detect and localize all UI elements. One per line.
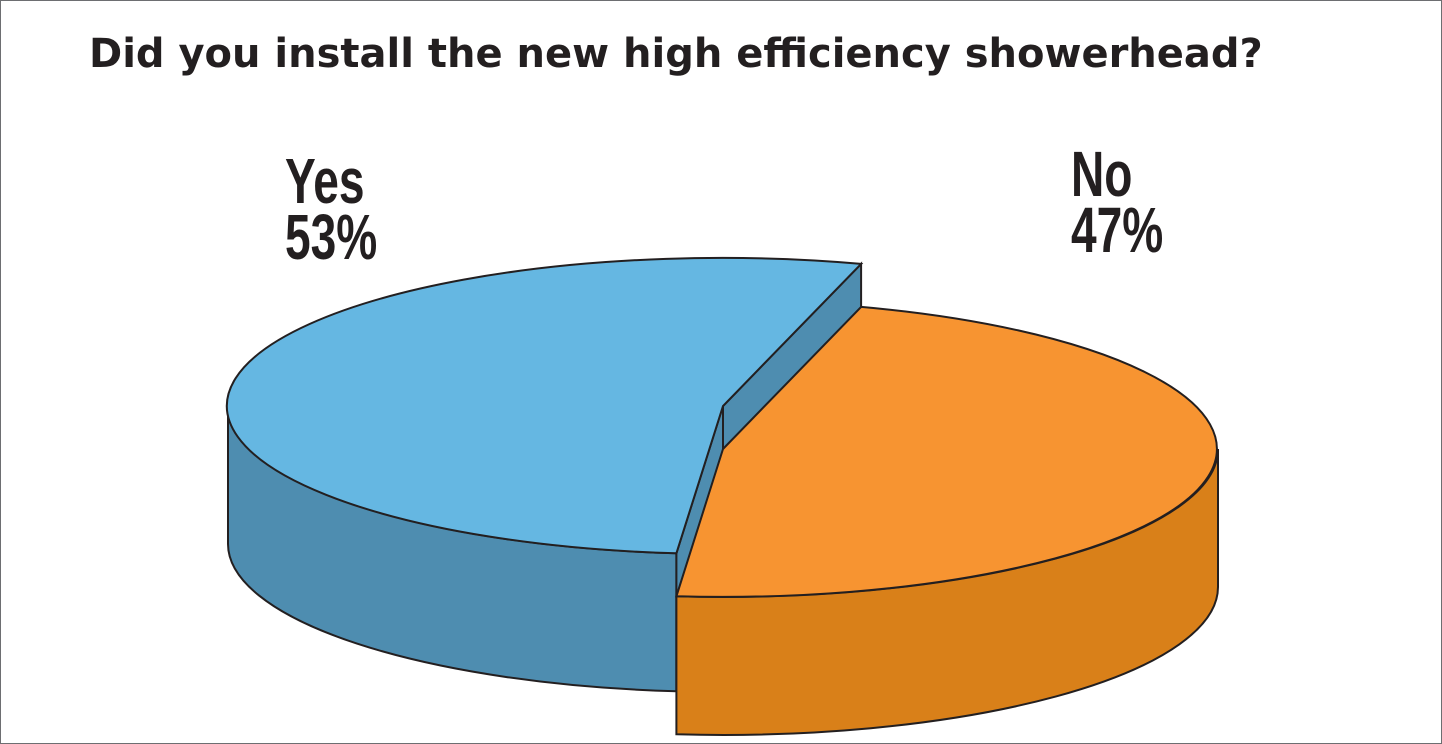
slice-label-no: No 47% [1071, 138, 1164, 266]
slice-label-yes: Yes 53% [285, 145, 378, 273]
pie-slice-no-top [675, 305, 1218, 598]
slice-label-yes-name: Yes [285, 145, 365, 217]
pie-slice-yes-top [225, 256, 864, 555]
chart-title: Did you install the new high efficiency … [89, 31, 1263, 77]
slice-label-yes-value: 53% [285, 201, 378, 273]
pie-slice-no [675, 305, 1219, 736]
slice-label-no-name: No [1071, 138, 1133, 210]
slice-label-no-value: 47% [1071, 194, 1164, 266]
